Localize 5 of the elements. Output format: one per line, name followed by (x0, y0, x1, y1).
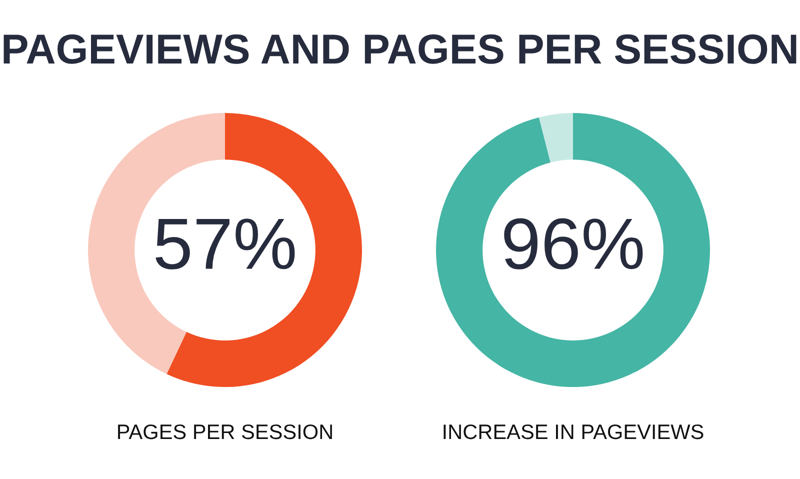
text: INCREASE IN PAGEVIEWS (444, 424, 704, 440)
data-label: 96% (504, 218, 643, 270)
chart-title: PAGEVIEWS AND PAGES PER SESSION (4, 34, 796, 64)
text: PAGES PER SESSION (118, 424, 332, 440)
data-label: 57% (156, 218, 295, 270)
